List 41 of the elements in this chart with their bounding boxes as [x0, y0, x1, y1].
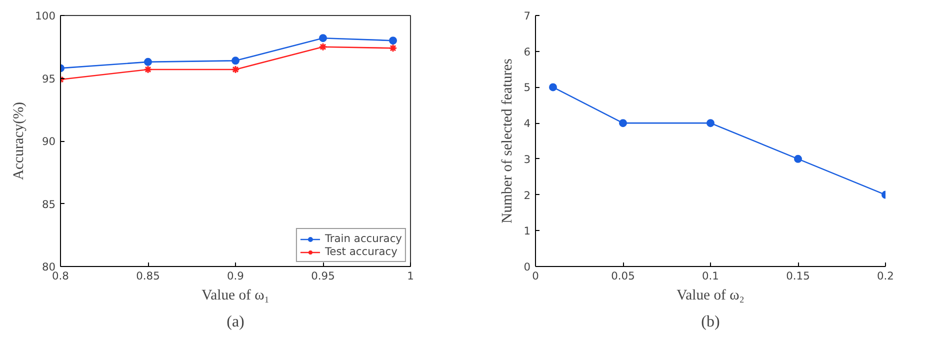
x-tick-label: 0.8 [52, 270, 70, 282]
x-axis-title: Value of ω₁ [202, 288, 270, 304]
point [549, 83, 557, 92]
x-tick-label: 0.1 [702, 270, 719, 282]
y-tick-label: 85 [42, 198, 56, 211]
x-tick-label: 0.05 [611, 270, 635, 282]
point [318, 42, 328, 52]
point [619, 119, 627, 128]
y-tick-label: 0 [524, 260, 531, 274]
y-tick-label: 100 [35, 10, 56, 22]
y-tick-label: 3 [524, 152, 530, 166]
y-tick-label: 4 [524, 117, 531, 130]
x-tick-label: 0.15 [786, 270, 810, 282]
x-tick-label: 1 [407, 270, 414, 282]
point [706, 119, 714, 128]
text: (a) [226, 314, 244, 330]
y-tick-label: 1 [524, 224, 530, 238]
point [794, 154, 802, 163]
y-tick-label: 95 [42, 72, 56, 86]
y-tick-label: 6 [524, 45, 531, 58]
y-axis-title: Number of selected features [500, 58, 516, 224]
text: (b) [701, 314, 720, 330]
point [231, 65, 240, 74]
point [144, 65, 152, 74]
y-tick-label: 5 [524, 81, 530, 94]
x-axis-title: Value of ω₂ [676, 288, 744, 304]
point [144, 58, 152, 66]
x-tick-label: 0.85 [136, 270, 160, 282]
point [389, 36, 397, 45]
x-tick-label: 0 [532, 270, 540, 282]
x-tick-label: 0.95 [311, 270, 335, 282]
point [232, 56, 240, 65]
legend-label: Test accuracy [324, 245, 398, 258]
legend-label: Train accuracy [324, 232, 402, 245]
x-tick-label: 0.2 [877, 270, 894, 282]
y-tick-label: 90 [42, 135, 56, 148]
y-tick-label: 2 [524, 188, 530, 202]
point [319, 34, 327, 42]
y-tick-label: 7 [524, 10, 530, 22]
y-axis-title: Accuracy(%) [11, 102, 28, 180]
x-tick-label: 0.9 [227, 270, 244, 282]
